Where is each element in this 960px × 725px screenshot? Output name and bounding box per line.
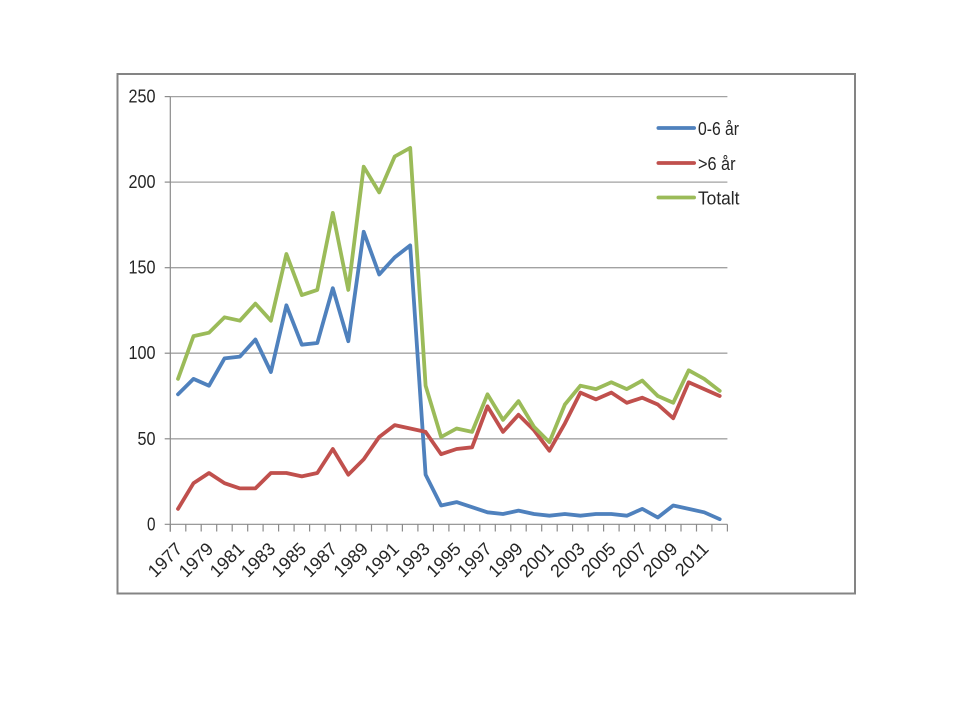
svg-text:150: 150	[129, 258, 156, 278]
svg-text:>6 år: >6 år	[698, 154, 736, 174]
svg-text:Totalt: Totalt	[698, 189, 740, 209]
svg-text:200: 200	[129, 172, 156, 192]
svg-text:50: 50	[138, 429, 156, 449]
svg-text:0-6 år: 0-6 år	[698, 119, 739, 139]
svg-text:0: 0	[147, 514, 156, 534]
svg-text:250: 250	[129, 87, 156, 107]
svg-text:100: 100	[129, 343, 156, 363]
